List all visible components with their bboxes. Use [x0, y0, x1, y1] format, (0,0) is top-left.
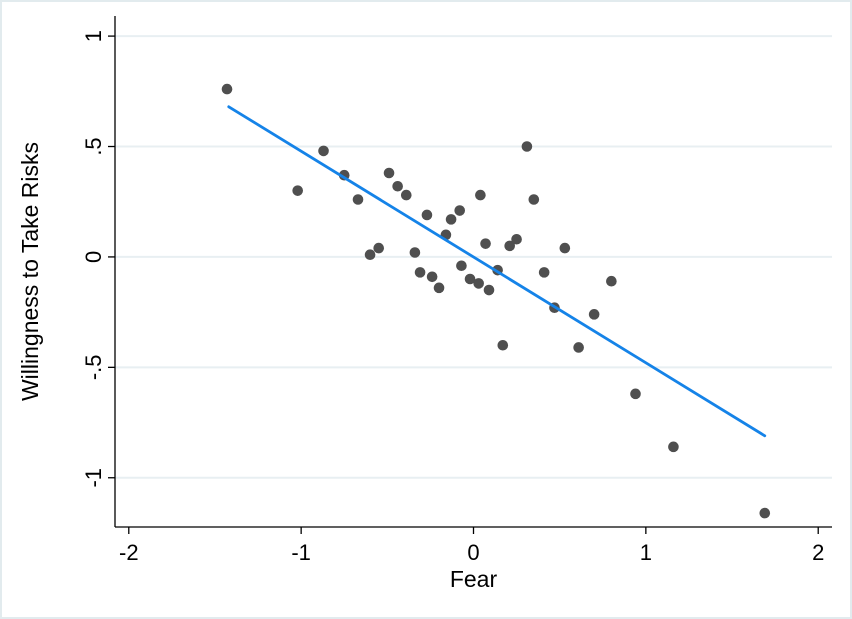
data-point: [352, 194, 364, 205]
data-point: [528, 194, 540, 205]
data-point: [473, 278, 484, 289]
y-tick-label: .5: [81, 137, 106, 155]
data-point: [521, 141, 533, 152]
data-point: [445, 214, 457, 225]
data-point: [454, 205, 466, 216]
fit-line: [227, 105, 767, 438]
y-tick-label: -1: [81, 468, 106, 488]
x-tick-label: 1: [640, 540, 652, 565]
data-point: [559, 242, 571, 254]
data-point: [483, 284, 495, 296]
data-point: [464, 273, 476, 285]
data-point: [504, 240, 515, 252]
data-point: [606, 275, 617, 287]
y-tick-label: -.5: [81, 354, 106, 380]
data-point: [588, 309, 600, 320]
data-point: [400, 189, 412, 201]
data-point: [538, 267, 550, 278]
data-point: [456, 260, 467, 272]
tick-labels-layer: 1 .5 0 -.5 -1 -2 -1 0 1 2: [81, 30, 824, 565]
data-point: [480, 238, 491, 249]
y-tick-label: 0: [81, 251, 106, 263]
x-tick-label: 2: [812, 540, 824, 565]
data-point: [497, 339, 509, 351]
data-point: [511, 233, 522, 245]
fit-line-layer: [227, 105, 767, 438]
x-axis-title: Fear: [450, 566, 498, 592]
data-point: [421, 209, 433, 221]
data-point: [426, 271, 438, 283]
axes-layer: [108, 16, 832, 534]
data-point: [392, 180, 403, 192]
y-axis-title: Willingness to Take Risks: [17, 142, 43, 401]
data-point: [475, 189, 486, 201]
data-point: [373, 242, 385, 254]
data-point: [433, 282, 445, 294]
data-point: [409, 247, 421, 258]
x-tick-label: -2: [119, 540, 139, 565]
data-point: [318, 145, 329, 157]
data-point: [221, 83, 233, 95]
data-point: [630, 388, 641, 400]
data-point: [364, 249, 376, 261]
x-tick-label: 0: [467, 540, 479, 565]
y-tick-label: 1: [81, 30, 106, 42]
data-point: [383, 167, 395, 179]
data-point: [668, 441, 679, 453]
data-point: [573, 342, 584, 353]
x-tick-label: -1: [291, 540, 311, 565]
data-point: [759, 507, 771, 519]
data-point: [414, 267, 426, 278]
scatter-points-layer: [221, 83, 771, 519]
data-point: [292, 185, 303, 196]
